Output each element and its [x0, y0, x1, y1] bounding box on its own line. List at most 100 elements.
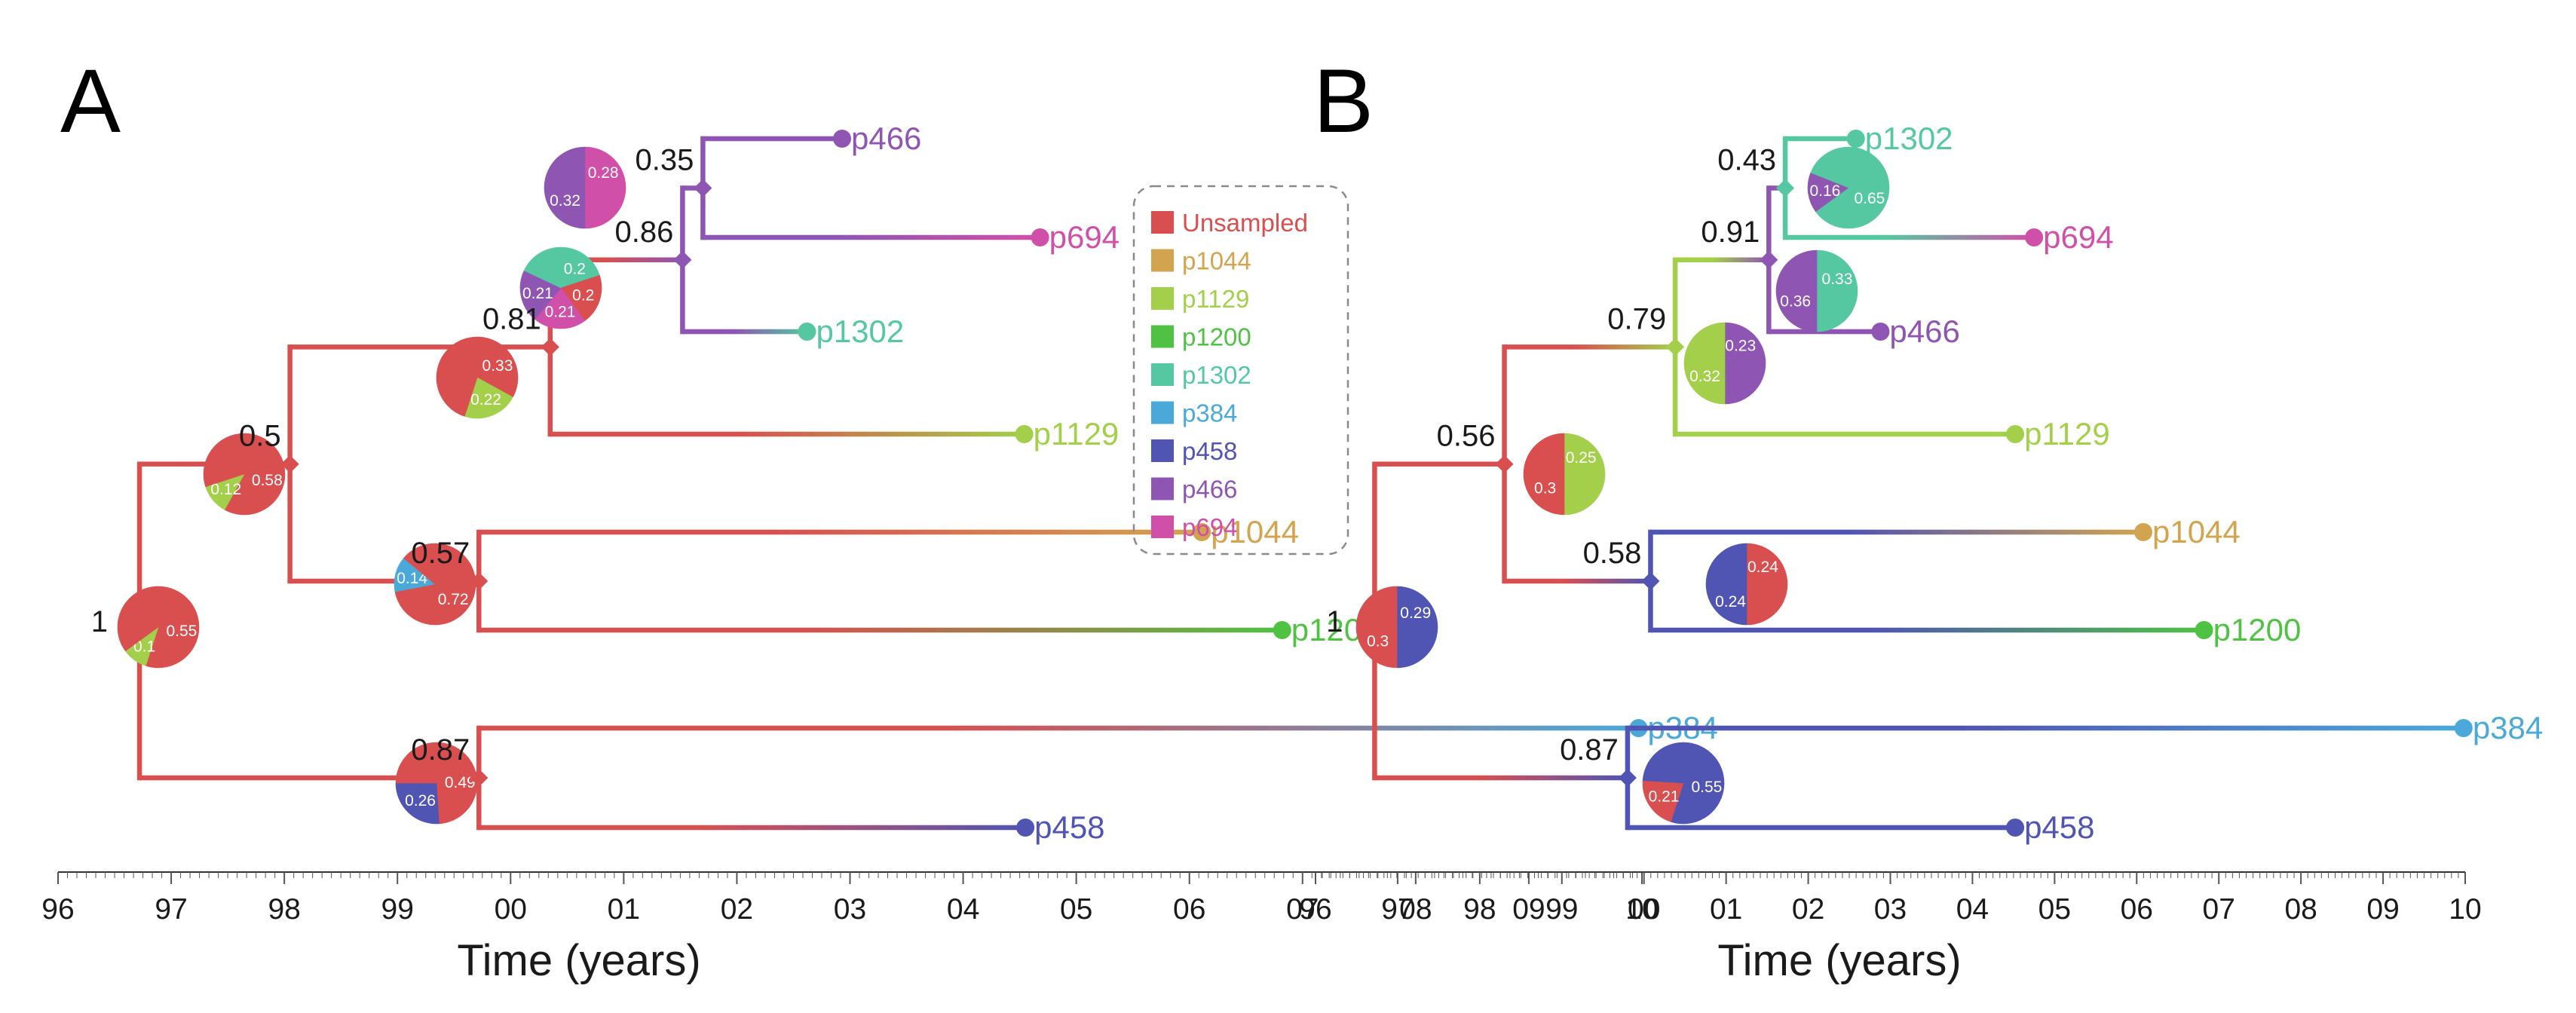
- branch-p1044: [479, 529, 1202, 535]
- pie-slice-Unsampled: [560, 274, 602, 322]
- pie-slice-p694: [584, 187, 626, 229]
- pie-label: 0.33: [1822, 271, 1853, 288]
- legend-swatch: [1151, 439, 1174, 462]
- branch-p1129: [550, 431, 1025, 437]
- tick-label: 07: [1286, 893, 1319, 926]
- pie-slice-p458: [395, 782, 440, 825]
- tree-a: 0.550.10.580.120.330.220.20.20.210.210.2…: [91, 121, 1718, 845]
- pie-root: 0.55 0.1: [117, 586, 200, 669]
- pie-slice-p1302: [560, 246, 600, 289]
- tick-label: 97: [155, 893, 187, 926]
- pie-label: 0.72: [438, 591, 469, 608]
- legend-items: Unsampled p1044 p1129 p1200 p1302 p384 p458 p46…: [1151, 209, 1308, 541]
- tick-label: 00: [1628, 893, 1660, 926]
- pies: 0.290.30.250.30.230.320.330.360.650.160.…: [1355, 146, 1890, 825]
- pie-slice-p458: [1642, 742, 1684, 784]
- axis-title-b: Time (years): [1717, 936, 1961, 985]
- pie-label: 0.55: [166, 623, 197, 640]
- pie-label: 0.24: [1715, 593, 1746, 611]
- tip-label-p384: p384: [2473, 710, 2543, 745]
- node-diamond-n035: [694, 179, 712, 197]
- tree-b: 0.290.30.250.30.230.320.330.360.650.160.…: [1326, 121, 2543, 845]
- branch-p458: [1627, 825, 2016, 831]
- pie-label: 0.49: [445, 774, 476, 791]
- tick-label: 96: [41, 893, 74, 926]
- legend: Unsampled p1044 p1129 p1200 p1302 p384 p458 p46…: [1132, 185, 1349, 555]
- branch-p1129: [1675, 431, 2016, 437]
- branch-p384: [1627, 725, 2464, 731]
- branch-n087: [1374, 775, 1628, 781]
- legend-label: p1129: [1182, 285, 1249, 313]
- tick-label: 10: [2449, 893, 2481, 926]
- pie-slice-p1129: [1564, 473, 1606, 516]
- legend-swatch: [1151, 401, 1174, 424]
- node-diamond-n087: [1618, 769, 1637, 787]
- pie-label: 0.21: [522, 285, 553, 302]
- pie-label: 0.28: [588, 164, 619, 182]
- tip-label-p1200: p1200: [2213, 612, 2302, 647]
- legend-box: [1132, 185, 1349, 555]
- tip-label-p1044: p1044: [2152, 514, 2241, 549]
- tick-label: 99: [1545, 893, 1578, 926]
- pie-label: 0.21: [1649, 788, 1680, 806]
- tick-label: 06: [1173, 893, 1205, 926]
- pie-slice-Unsampled: [1746, 543, 1788, 585]
- pie-label: 0.3: [1367, 632, 1389, 650]
- tip-dot-p466: [832, 130, 851, 148]
- pie-label: 0.65: [1854, 190, 1885, 207]
- pie-n058: 0.240.24: [1705, 543, 1788, 626]
- tick-label: 01: [1710, 893, 1742, 926]
- tip-label-p1302: p1302: [1865, 121, 1953, 156]
- pie-slice-p466: [544, 170, 586, 229]
- tick-label: 00: [495, 893, 527, 926]
- legend-label: p458: [1182, 437, 1237, 465]
- node-diamond-n091: [1760, 250, 1778, 269]
- pie-n087: 0.55 0.21: [1642, 742, 1725, 825]
- legend-item-p694: p694: [1151, 513, 1237, 541]
- branch-p466: [703, 136, 842, 142]
- node-diamond-n058: [1641, 572, 1660, 590]
- pie-slice-p458: [1705, 583, 1747, 626]
- branch-n058: [1504, 578, 1651, 584]
- panel-letter-a: A: [60, 50, 121, 151]
- pie-slice-Unsampled: [436, 336, 478, 417]
- tick-label: 05: [2038, 893, 2071, 926]
- tip-label-p694: p694: [1049, 219, 1120, 255]
- pie-slice-p466: [1724, 357, 1766, 405]
- pie-slice-p694: [534, 287, 586, 329]
- branch-p1302: [682, 329, 807, 335]
- pie-label: 0.36: [1780, 292, 1811, 310]
- tip-dot-p458: [2006, 819, 2025, 837]
- pie-label: 0.12: [210, 481, 241, 498]
- pie-slice-p458: [1670, 742, 1725, 825]
- pie-label: 0.32: [1689, 368, 1720, 385]
- support-root: 1: [1326, 605, 1343, 638]
- branch-p1200: [479, 627, 1282, 633]
- tip-label-p1129: p1129: [2024, 416, 2110, 451]
- pie-slice-Unsampled: [1746, 581, 1788, 626]
- tip-label-p1129: p1129: [1034, 416, 1120, 451]
- legend-label: p1200: [1182, 323, 1251, 351]
- pie-slice-p458: [1396, 626, 1437, 669]
- pie-slice-p466: [1807, 172, 1849, 213]
- pie-label: 0.26: [405, 792, 436, 809]
- legend-swatch: [1151, 249, 1174, 272]
- pie-slice-p1302: [523, 246, 562, 289]
- tick-label: 03: [834, 893, 866, 926]
- tick-label: 04: [947, 893, 979, 926]
- pie-slice-Unsampled: [145, 586, 200, 669]
- branch-n091: [1675, 257, 1769, 262]
- pie-slice-Unsampled: [403, 543, 436, 585]
- pie-slice-Unsampled: [1523, 461, 1565, 516]
- support-n05: 0.5: [239, 420, 281, 453]
- support-n091: 0.91: [1701, 216, 1760, 249]
- tip-dot-p1200: [1273, 621, 1291, 639]
- pie-slice-Unsampled: [224, 433, 286, 516]
- tip-dot-p458: [1016, 819, 1035, 837]
- branch-p1200: [1650, 627, 2204, 633]
- support-n081: 0.81: [482, 302, 541, 335]
- branch-p694: [1785, 234, 2035, 240]
- node-diamond-n079: [1666, 338, 1685, 357]
- pie-label: 0.3: [1534, 479, 1556, 497]
